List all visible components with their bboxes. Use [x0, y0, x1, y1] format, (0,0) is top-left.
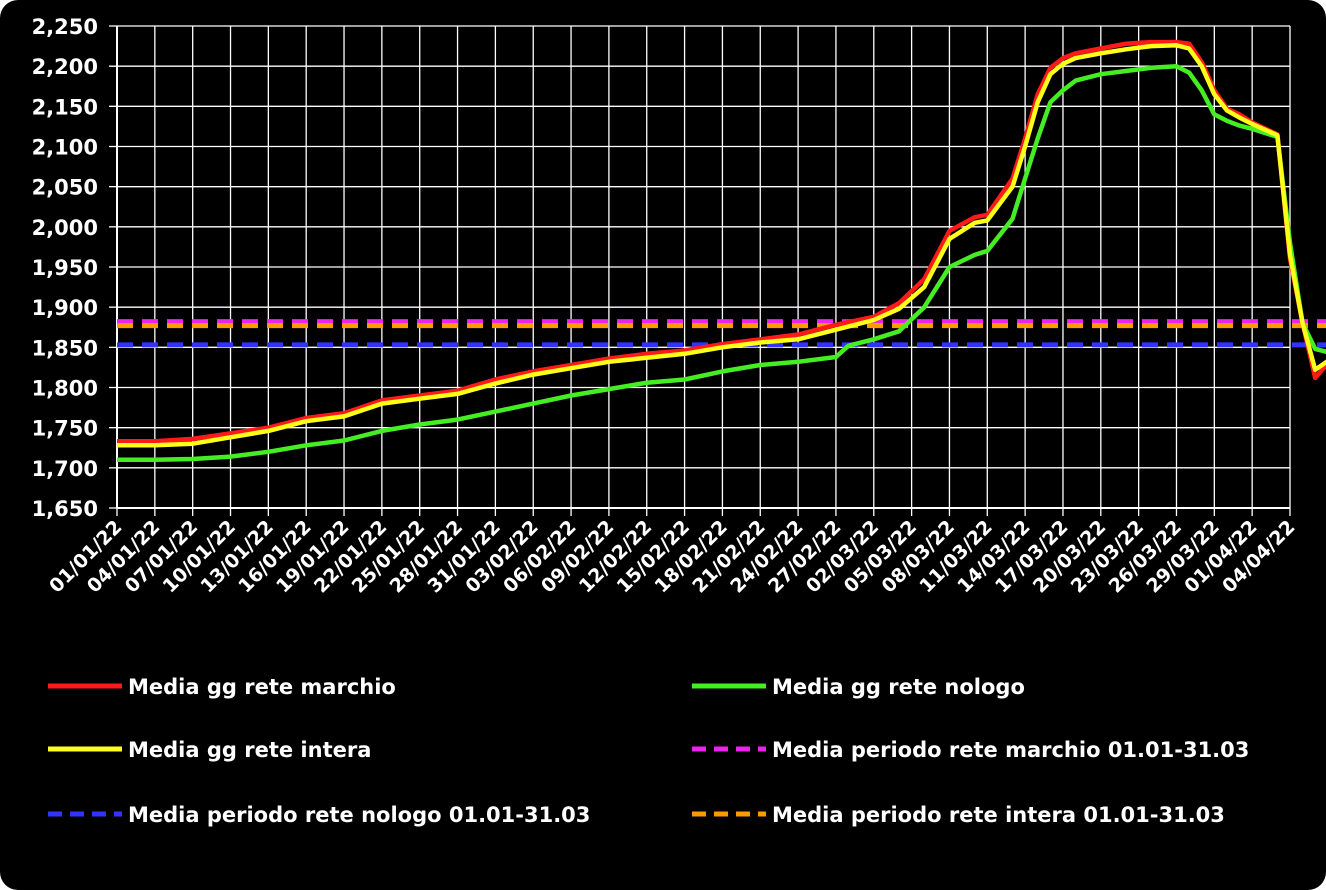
legend-label: Media gg rete nologo [772, 675, 1025, 699]
legend-label: Media gg rete intera [128, 738, 371, 762]
y-tick-label: 1,900 [32, 296, 98, 320]
y-tick-label: 2,100 [32, 136, 98, 160]
legend-label: Media periodo rete nologo 01.01-31.03 [128, 803, 590, 827]
y-tick-label: 1,800 [32, 377, 98, 401]
reference-lines [117, 319, 1326, 348]
y-tick-label: 1,700 [32, 457, 98, 481]
y-tick-label: 2,250 [32, 15, 98, 39]
legend-item-media-periodo-rete-marchio-01-01-31-03: Media periodo rete marchio 01.01-31.03 [692, 738, 1249, 762]
axes [109, 25, 1291, 516]
gridlines [116, 25, 1291, 509]
legend-item-media-gg-rete-intera: Media gg rete intera [48, 738, 371, 762]
legend-label: Media periodo rete marchio 01.01-31.03 [772, 738, 1249, 762]
x-axis-ticks: 01/01/2204/01/2207/01/2210/01/2213/01/22… [45, 516, 1299, 597]
series-line-media-gg-rete-marchio [117, 39, 1326, 444]
legend-item-media-periodo-rete-intera-01-01-31-03: Media periodo rete intera 01.01-31.03 [692, 803, 1225, 827]
legend-label: Media gg rete marchio [128, 675, 396, 699]
y-tick-label: 1,850 [32, 336, 98, 360]
legend: Media gg rete marchio Media gg rete nolog… [48, 675, 1249, 827]
y-tick-label: 2,000 [32, 216, 98, 240]
legend-item-media-periodo-rete-nologo-01-01-31-03: Media periodo rete nologo 01.01-31.03 [48, 803, 590, 827]
y-tick-label: 1,950 [32, 256, 98, 280]
y-tick-label: 2,200 [32, 55, 98, 79]
legend-item-media-gg-rete-marchio: Media gg rete marchio [48, 675, 396, 699]
series-line-media-gg-rete-intera [117, 43, 1326, 448]
series-line-media-gg-rete-nologo [117, 63, 1326, 463]
y-tick-label: 1,650 [32, 497, 98, 521]
y-axis-ticks: 1,650 1,700 1,750 1,800 1,850 1,900 1,950 2,000… [32, 15, 98, 521]
legend-label: Media periodo rete intera 01.01-31.03 [772, 803, 1225, 827]
y-tick-label: 2,050 [32, 176, 98, 200]
y-tick-label: 1,750 [32, 417, 98, 441]
series-lines [117, 39, 1326, 463]
legend-item-media-gg-rete-nologo: Media gg rete nologo [692, 675, 1025, 699]
y-tick-label: 2,150 [32, 95, 98, 119]
